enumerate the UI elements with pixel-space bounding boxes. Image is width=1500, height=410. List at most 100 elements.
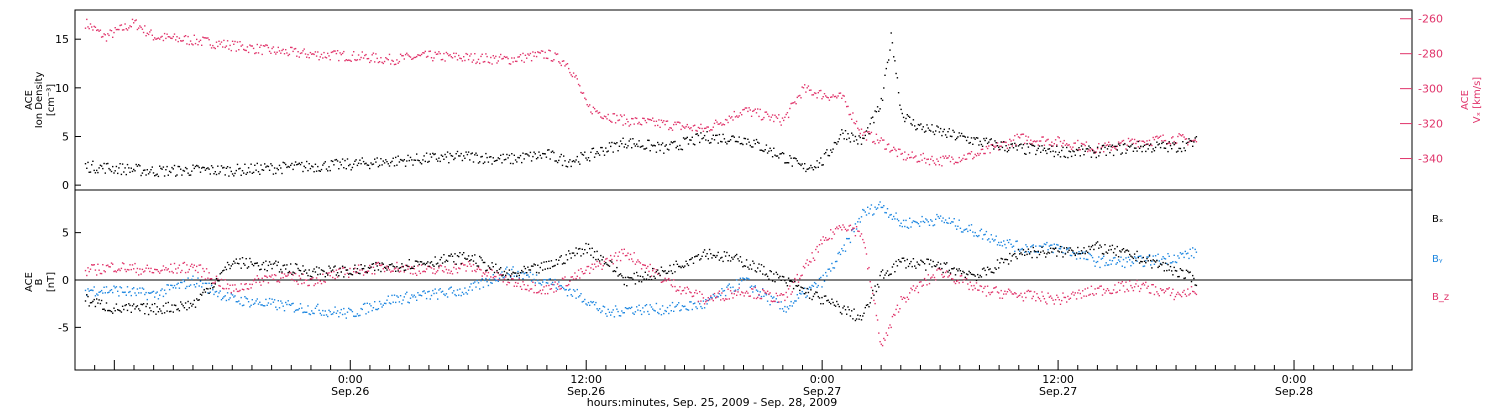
bz-point (657, 273, 659, 275)
vx-point (297, 51, 299, 53)
vx-point (524, 54, 527, 56)
bz-point (843, 226, 845, 228)
density-point (1161, 142, 1163, 145)
vx-point (724, 118, 727, 121)
bz-point (1109, 292, 1111, 294)
bx-point (325, 272, 328, 274)
vx-point (547, 57, 549, 60)
bz-point (628, 258, 630, 261)
density-point (99, 164, 102, 166)
vx-point (1074, 142, 1076, 144)
by-point (826, 275, 828, 277)
by-point (334, 306, 336, 308)
density-point (435, 158, 438, 160)
bz-point (855, 226, 858, 228)
bx-point (801, 287, 803, 289)
density-point (535, 158, 538, 160)
bx-point (1031, 256, 1033, 259)
density-point (1036, 149, 1038, 152)
by-point (325, 314, 328, 316)
vx-point (1098, 143, 1100, 145)
bx-point (1106, 252, 1109, 254)
bz-point (1171, 292, 1173, 294)
top-panel-frame (74, 9, 1413, 191)
by-point (539, 282, 541, 285)
bx-point (572, 252, 575, 254)
by-point (707, 299, 709, 302)
density-point (306, 160, 308, 163)
by-point (100, 289, 103, 292)
density-point (260, 164, 262, 166)
by-point (708, 298, 711, 300)
bx-point (186, 309, 188, 311)
by-point (1016, 240, 1018, 242)
bz-point (1194, 292, 1196, 294)
by-point (888, 216, 890, 218)
bz-point (1126, 288, 1128, 291)
by-point (739, 277, 742, 279)
bz-point (860, 233, 863, 235)
bx-point (878, 286, 880, 288)
vx-point (870, 131, 873, 134)
bx-point (312, 270, 314, 273)
density-point (131, 170, 134, 173)
by-point (843, 244, 845, 246)
bz-point (354, 267, 356, 269)
vx-point (580, 91, 582, 94)
by-point (881, 206, 884, 209)
bz-point (1175, 293, 1178, 296)
bx-point (182, 305, 184, 307)
vx-point (1091, 148, 1094, 151)
bz-point (1100, 285, 1102, 287)
vx-point (692, 125, 695, 127)
bz-point (1032, 295, 1034, 298)
density-point (768, 150, 770, 152)
vx-point (1185, 138, 1188, 140)
bx-point (796, 285, 798, 287)
density-point (1082, 148, 1084, 150)
vx-point (309, 51, 312, 54)
bz-point (177, 267, 179, 269)
bz-point (1000, 289, 1002, 292)
bx-point (1135, 259, 1137, 262)
bx-point (676, 263, 679, 265)
bz-point (311, 278, 313, 280)
vx-point (173, 33, 176, 35)
density-point (369, 167, 371, 170)
by-point (503, 276, 506, 278)
vx-point (380, 57, 382, 59)
bz-point (1048, 296, 1051, 298)
density-point (1020, 143, 1022, 145)
bz-point (161, 269, 163, 271)
density-point (986, 142, 989, 145)
bz-point (99, 272, 102, 275)
bx-point (981, 268, 984, 270)
bz-point (398, 271, 401, 273)
bx-point (517, 272, 519, 274)
bz-point (596, 260, 598, 263)
bx-point (590, 254, 592, 256)
by-point (145, 291, 147, 294)
density-point (463, 155, 465, 157)
by-point (1119, 260, 1121, 263)
by-point (926, 219, 928, 221)
vx-point (428, 50, 430, 53)
bx-point (247, 266, 250, 268)
density-point (1150, 143, 1152, 145)
density-point (826, 149, 828, 151)
bx-point (600, 254, 602, 257)
bz-point (983, 287, 985, 289)
bx-point (514, 272, 517, 274)
vx-point (570, 74, 572, 76)
by-point (247, 301, 250, 303)
bz-point (371, 273, 373, 275)
vx-point (234, 40, 236, 43)
by-point (745, 277, 748, 279)
density-point (120, 173, 123, 176)
density-point (817, 166, 819, 168)
vx-point (634, 117, 637, 119)
bx-point (1035, 251, 1037, 253)
by-point (671, 301, 674, 304)
bz-point (215, 275, 218, 277)
density-point (502, 153, 504, 156)
